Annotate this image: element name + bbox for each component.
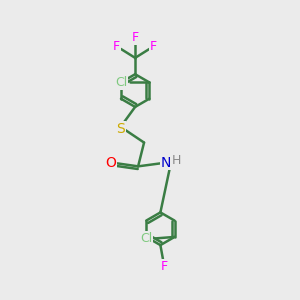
- Text: S: S: [116, 122, 125, 136]
- Text: N: N: [160, 156, 171, 170]
- Text: F: F: [113, 40, 120, 53]
- Text: F: F: [150, 40, 157, 53]
- Text: F: F: [132, 31, 139, 44]
- Text: H: H: [172, 154, 182, 167]
- Text: Cl: Cl: [140, 232, 152, 245]
- Text: O: O: [105, 156, 116, 170]
- Text: F: F: [160, 260, 167, 273]
- Text: Cl: Cl: [115, 76, 127, 89]
